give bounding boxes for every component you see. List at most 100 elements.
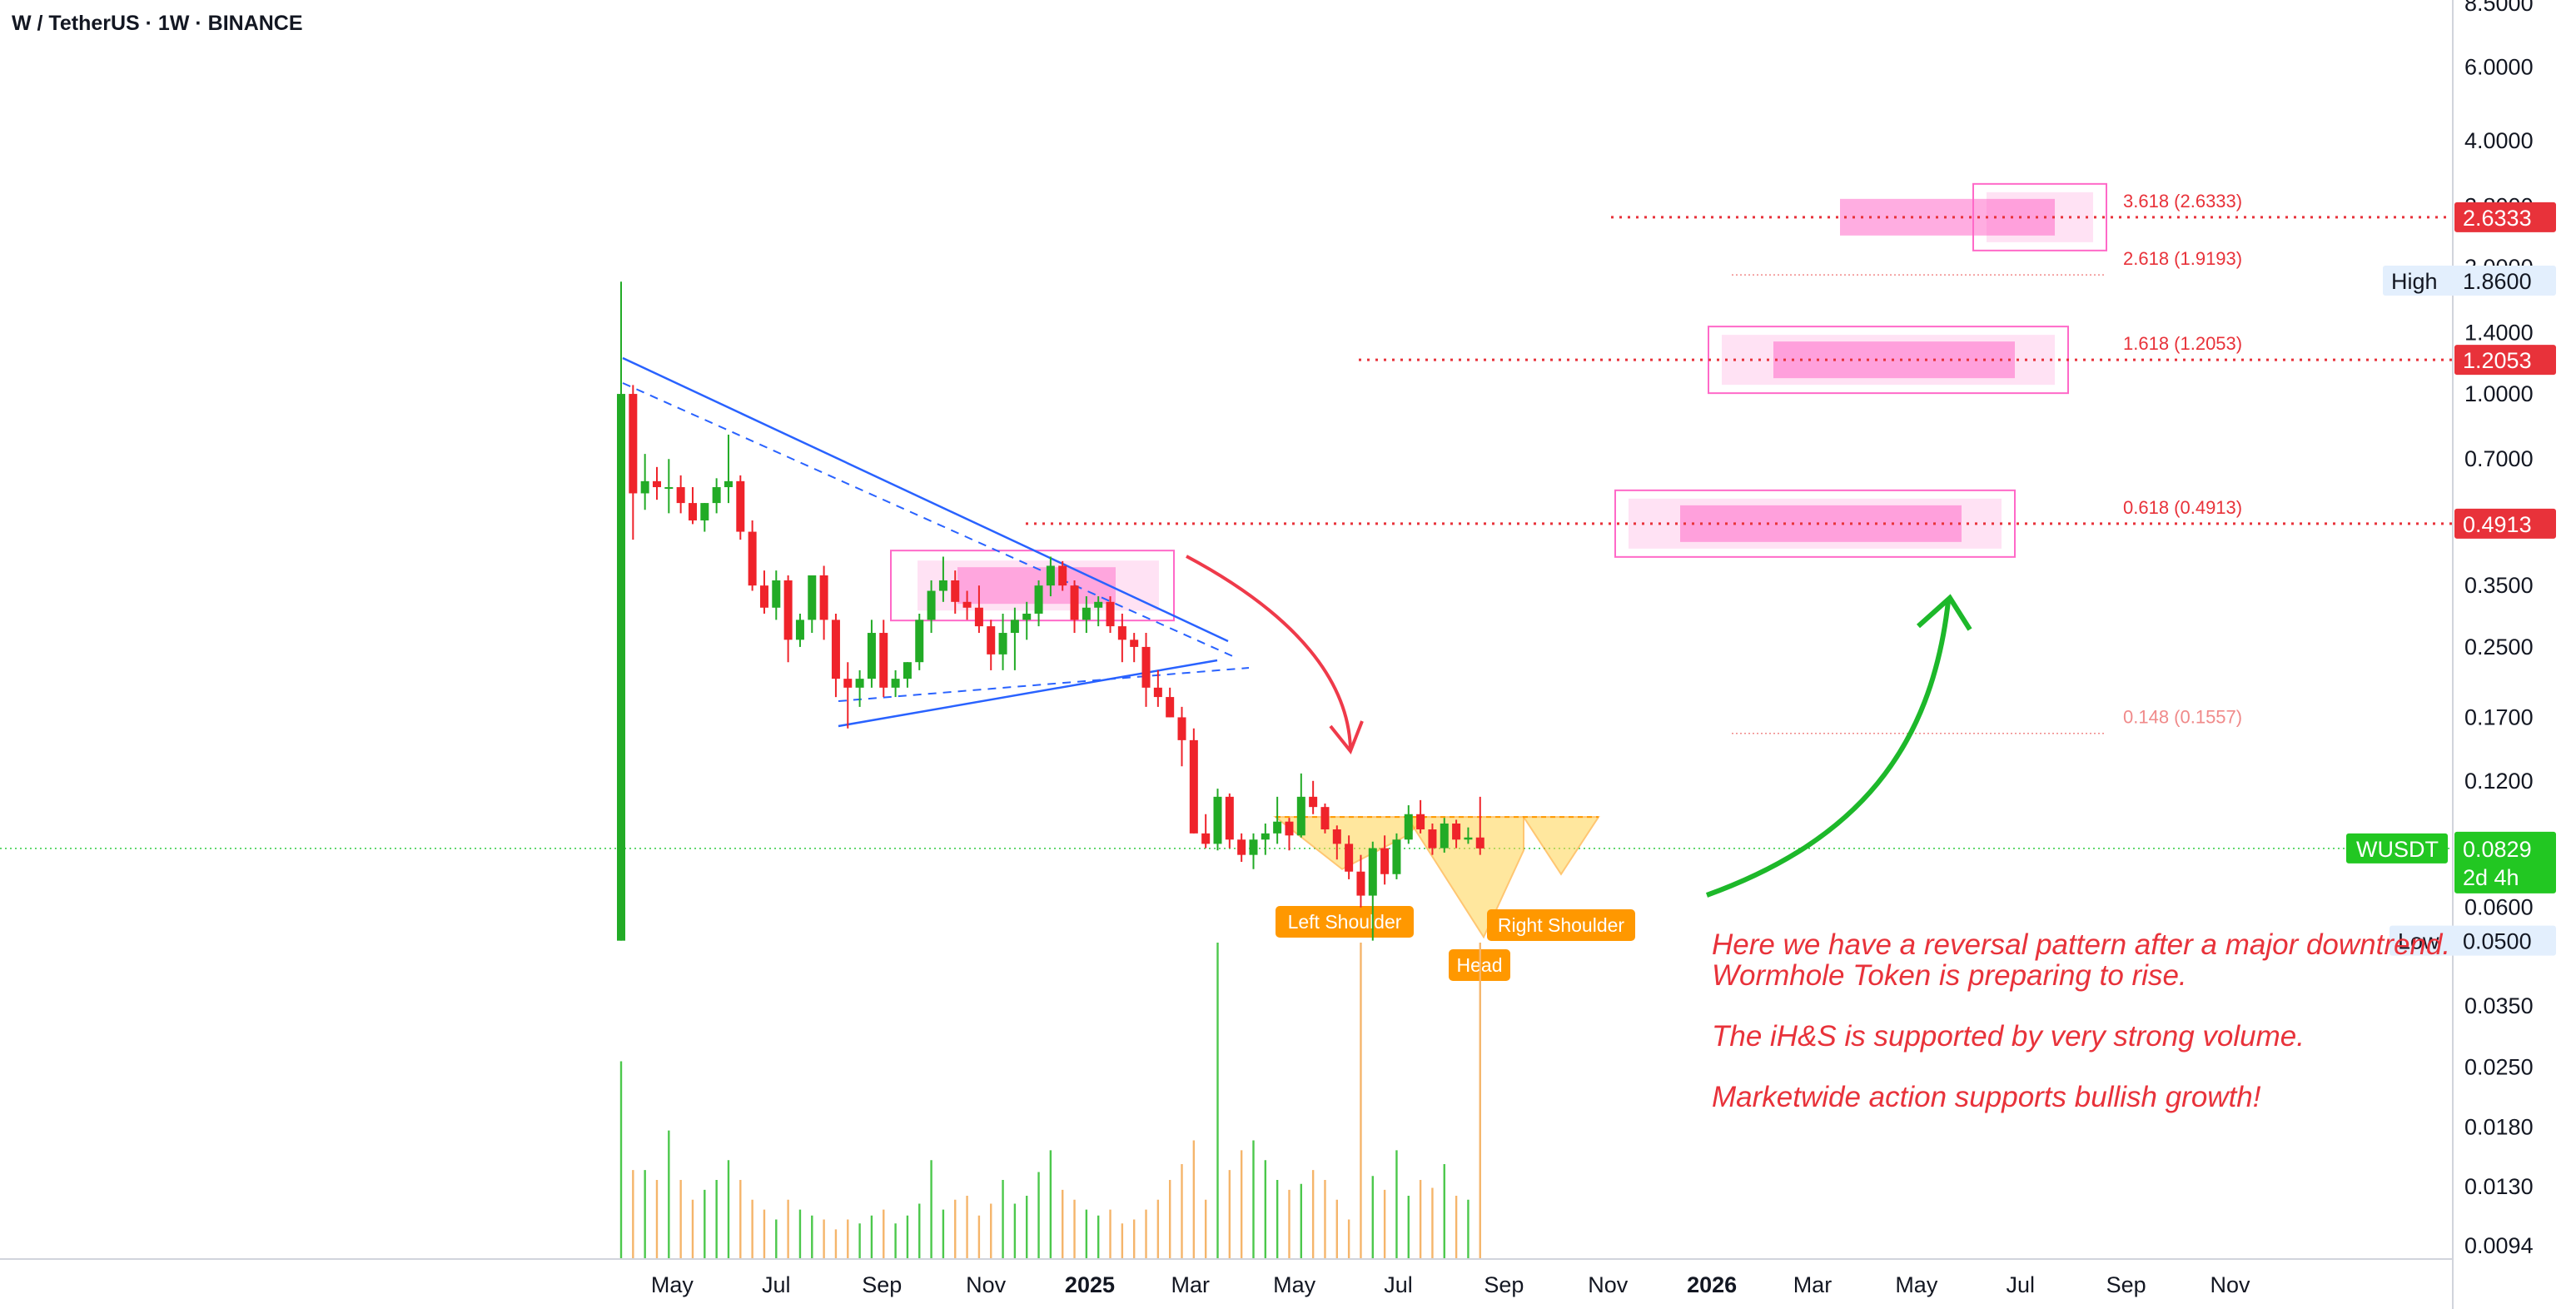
volume-bar (1347, 1219, 1350, 1259)
volume-bar (691, 1199, 694, 1259)
right-shoulder-shape (1522, 816, 1600, 876)
fib-price-tag-4-bg (2454, 508, 2556, 539)
candle-body (1261, 833, 1270, 840)
fib-label-1: 3.618 (2.6333) (2123, 191, 2242, 212)
x-tick-label: Sep (862, 1272, 902, 1297)
low-tag-label: Low (2398, 929, 2439, 954)
volume-bar (1073, 1199, 1076, 1259)
fib-price-tag-4: 0.4913 (2463, 512, 2532, 537)
volume-bar (1049, 1150, 1052, 1259)
volume-bar (811, 1215, 813, 1259)
fib-price-tag-3-bg (2454, 345, 2556, 376)
candle-body (1213, 796, 1222, 844)
candle-body (1010, 620, 1019, 634)
x-tick-label: May (1895, 1272, 1938, 1297)
volume-bar (1479, 943, 1481, 1259)
volume-bar (906, 1215, 909, 1259)
candle-body (1022, 613, 1032, 620)
volume-bar (1383, 1189, 1386, 1259)
candle-body (1392, 839, 1401, 874)
volume-bar (655, 1180, 659, 1259)
x-tick-label: Jul (1384, 1272, 1413, 1297)
x-tick-label: 2025 (1065, 1272, 1115, 1297)
candle-body (795, 620, 804, 640)
candle-body (1273, 821, 1282, 834)
y-tick-label: 0.0130 (2464, 1174, 2534, 1199)
candle-body (1475, 837, 1484, 849)
candle-body (759, 585, 768, 608)
volume-bar (715, 1180, 718, 1259)
down-arrow-head (1329, 720, 1364, 754)
candle-body (688, 503, 697, 520)
volume-bar (1037, 1172, 1040, 1259)
y-tick-label: 0.0180 (2464, 1115, 2534, 1140)
volume-bar (858, 1223, 861, 1259)
upper-trendline (622, 356, 1229, 643)
volume-bar (847, 1219, 849, 1259)
fib-target-zones (890, 182, 2107, 622)
candle-body (1368, 848, 1377, 896)
volume-bar (1145, 1209, 1147, 1259)
volume-bar (883, 1209, 885, 1259)
volume-bar (918, 1203, 921, 1259)
fib-label-3: 1.618 (1.2053) (2123, 333, 2242, 354)
candle-body (819, 575, 828, 620)
y-tick-label: 0.3500 (2464, 573, 2534, 598)
candle-body (736, 480, 745, 532)
volume-bar (1419, 1180, 1422, 1259)
volume-bar (1324, 1180, 1326, 1259)
volume-bar (775, 1219, 778, 1259)
candle-body (1034, 585, 1043, 614)
candle-body (1153, 687, 1162, 698)
fib-price-tag-3: 1.2053 (2463, 348, 2532, 373)
upper-trendline-dashed (622, 382, 1237, 659)
candle-body (962, 601, 972, 608)
volume-bar (1360, 943, 1362, 1259)
candle-body (987, 626, 996, 654)
candle-body (1428, 829, 1437, 849)
volume-bar (1156, 1199, 1160, 1259)
candle-body (676, 487, 685, 504)
trendlines (622, 356, 1250, 728)
x-tick-label: Nov (966, 1272, 1007, 1297)
candle-body (927, 590, 936, 620)
candle-body (1249, 839, 1258, 855)
high-tag-value: 1.8600 (2463, 269, 2532, 294)
x-tick-label: May (651, 1272, 694, 1297)
x-tick-label: Nov (2210, 1272, 2250, 1297)
y-tick-label: 6.0000 (2464, 54, 2534, 79)
price-tags: 2.6333 1.2053 0.4913 High 1.8600 Low 0.0500 WUS… (2346, 202, 2556, 956)
volume-bar (1121, 1223, 1124, 1259)
down-arrow-curve (1186, 555, 1352, 750)
target-zone-3 (1614, 489, 2016, 558)
current-ticker: WUSDT (2356, 837, 2439, 862)
volume-bar (739, 1180, 742, 1259)
x-tick-label: May (1273, 1272, 1316, 1297)
candle-body (1309, 796, 1318, 808)
symbol-title: W / TetherUS · 1W · BINANCE (12, 12, 303, 35)
candlesticks (617, 281, 1484, 941)
candle-body (1106, 601, 1115, 627)
x-tick-label: Mar (1793, 1272, 1833, 1297)
candle-body (748, 531, 757, 586)
current-price-bg (2454, 831, 2556, 893)
volume-bar (619, 1061, 623, 1259)
right-shoulder-label: Right Shoulder (1498, 914, 1624, 936)
candle-body (843, 679, 853, 688)
candle-body (1070, 585, 1079, 620)
fib-label-5: 0.148 (0.1557) (2123, 707, 2242, 728)
x-tick-label: Mar (1171, 1272, 1210, 1297)
y-tick-label: 0.0094 (2464, 1233, 2534, 1258)
candle-body (1320, 807, 1330, 830)
high-tag-label: High (2391, 269, 2438, 294)
volume-bar (1252, 1140, 1255, 1259)
y-tick-label: 1.0000 (2464, 381, 2534, 406)
volume-bar (727, 1160, 730, 1259)
candle-body (1201, 833, 1211, 844)
volume-bar (1132, 1219, 1136, 1259)
volume-bar (1311, 1170, 1315, 1259)
candle-body (1166, 697, 1175, 718)
volume-bar (679, 1180, 682, 1259)
